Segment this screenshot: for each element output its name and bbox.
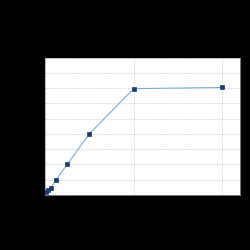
X-axis label: Human RERGL
Concentration (ng/ml): Human RERGL Concentration (ng/ml)	[104, 212, 181, 225]
Y-axis label: OD: OD	[18, 121, 24, 132]
